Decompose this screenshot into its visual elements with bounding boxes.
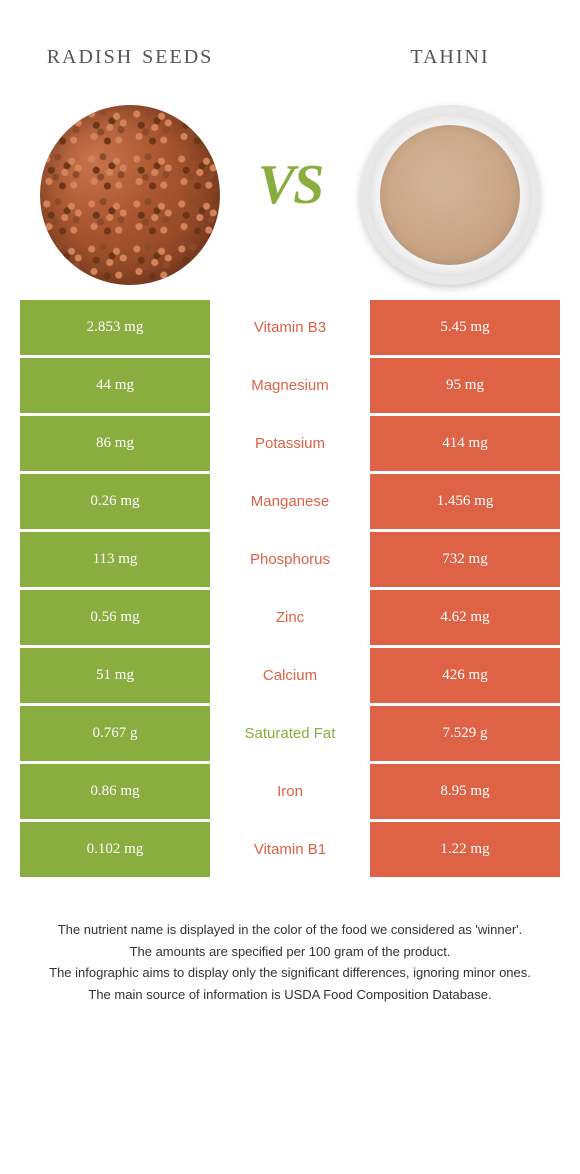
left-food-title: Radish seeds [47,25,214,85]
right-value-cell: 414 mg [370,416,560,471]
tahini-image [360,105,540,285]
left-value-cell: 0.56 mg [20,590,210,645]
table-row: 51 mgCalcium426 mg [20,648,560,703]
left-food-column: Radish seeds [30,25,230,285]
right-value-cell: 732 mg [370,532,560,587]
nutrient-label-cell: Calcium [210,648,370,703]
nutrient-label-cell: Vitamin B1 [210,822,370,877]
nutrient-label-cell: Saturated Fat [210,706,370,761]
right-value-cell: 1.456 mg [370,474,560,529]
right-value-cell: 4.62 mg [370,590,560,645]
table-row: 0.102 mgVitamin B11.22 mg [20,822,560,877]
nutrient-label-cell: Vitamin B3 [210,300,370,355]
right-food-column: Tahini [350,25,550,285]
nutrient-label-cell: Magnesium [210,358,370,413]
table-row: 44 mgMagnesium95 mg [20,358,560,413]
right-value-cell: 5.45 mg [370,300,560,355]
left-value-cell: 0.26 mg [20,474,210,529]
right-value-cell: 8.95 mg [370,764,560,819]
right-value-cell: 1.22 mg [370,822,560,877]
header: Radish seeds VS Tahini [0,0,580,300]
nutrient-label-cell: Manganese [210,474,370,529]
right-value-cell: 7.529 g [370,706,560,761]
nutrient-label-cell: Phosphorus [210,532,370,587]
right-food-title: Tahini [410,25,489,85]
comparison-table: 2.853 mgVitamin B35.45 mg44 mgMagnesium9… [0,300,580,877]
footnote-line: The main source of information is USDA F… [30,985,550,1005]
table-row: 0.767 gSaturated Fat7.529 g [20,706,560,761]
table-row: 2.853 mgVitamin B35.45 mg [20,300,560,355]
nutrient-label-cell: Potassium [210,416,370,471]
left-value-cell: 113 mg [20,532,210,587]
vs-label: VS [258,153,323,217]
left-value-cell: 51 mg [20,648,210,703]
radish-seeds-image [40,105,220,285]
footnote-line: The amounts are specified per 100 gram o… [30,942,550,962]
nutrient-label-cell: Iron [210,764,370,819]
table-row: 0.56 mgZinc4.62 mg [20,590,560,645]
nutrient-label-cell: Zinc [210,590,370,645]
right-value-cell: 95 mg [370,358,560,413]
left-value-cell: 44 mg [20,358,210,413]
left-value-cell: 0.102 mg [20,822,210,877]
table-row: 113 mgPhosphorus732 mg [20,532,560,587]
left-value-cell: 86 mg [20,416,210,471]
footnote-line: The infographic aims to display only the… [30,963,550,983]
table-row: 0.26 mgManganese1.456 mg [20,474,560,529]
footnotes: The nutrient name is displayed in the co… [0,880,580,1004]
left-value-cell: 0.86 mg [20,764,210,819]
table-row: 0.86 mgIron8.95 mg [20,764,560,819]
footnote-line: The nutrient name is displayed in the co… [30,920,550,940]
left-value-cell: 0.767 g [20,706,210,761]
left-value-cell: 2.853 mg [20,300,210,355]
table-row: 86 mgPotassium414 mg [20,416,560,471]
right-value-cell: 426 mg [370,648,560,703]
